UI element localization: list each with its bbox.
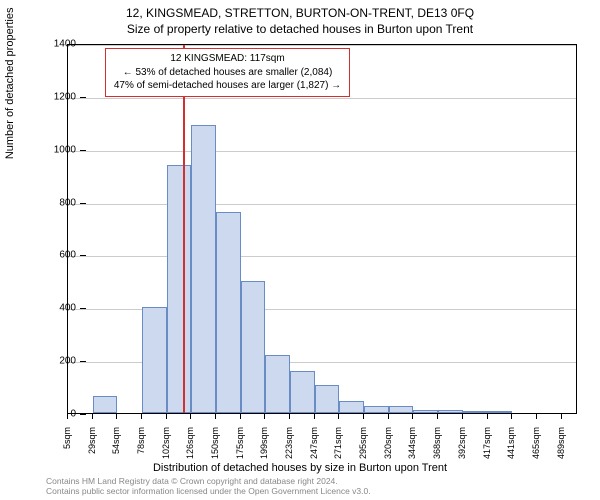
- y-tick: [80, 150, 86, 151]
- grid-line: [68, 256, 576, 257]
- x-tick: [141, 414, 142, 419]
- histogram-bar: [438, 410, 463, 413]
- x-tick: [536, 414, 537, 419]
- histogram-bar: [216, 212, 241, 413]
- y-tick: [80, 361, 86, 362]
- histogram-bar: [463, 411, 488, 413]
- histogram-bar: [93, 396, 118, 413]
- property-marker-line: [183, 45, 185, 413]
- y-tick-label: 400: [59, 303, 76, 314]
- x-tick: [437, 414, 438, 419]
- histogram-bar: [191, 125, 216, 413]
- y-tick-label: 200: [59, 356, 76, 367]
- credits: Contains HM Land Registry data © Crown c…: [46, 476, 371, 496]
- info-box-line3: 47% of semi-detached houses are larger (…: [112, 79, 343, 93]
- y-tick: [80, 308, 86, 309]
- x-tick-label: 417sqm: [482, 427, 492, 467]
- x-tick-label: 5sqm: [62, 427, 72, 467]
- x-tick: [240, 414, 241, 419]
- credits-line1: Contains HM Land Registry data © Crown c…: [46, 476, 371, 486]
- chart-title-description: Size of property relative to detached ho…: [0, 20, 600, 36]
- x-tick: [561, 414, 562, 419]
- histogram-bar: [389, 406, 414, 413]
- x-tick-label: 489sqm: [556, 427, 566, 467]
- x-tick: [67, 414, 68, 419]
- y-tick-label: 1400: [54, 39, 76, 50]
- y-tick-label: 0: [70, 409, 76, 420]
- grid-line: [68, 98, 576, 99]
- histogram-bar: [488, 411, 513, 413]
- x-tick-label: 150sqm: [210, 427, 220, 467]
- x-tick: [388, 414, 389, 419]
- y-tick: [80, 255, 86, 256]
- x-tick: [190, 414, 191, 419]
- chart-title-address: 12, KINGSMEAD, STRETTON, BURTON-ON-TRENT…: [0, 0, 600, 20]
- histogram-bar: [364, 406, 389, 413]
- x-tick: [264, 414, 265, 419]
- y-axis-title: Number of detached properties: [4, 8, 16, 160]
- histogram-bar: [241, 281, 266, 413]
- property-info-box: 12 KINGSMEAD: 117sqm ← 53% of detached h…: [105, 48, 350, 97]
- credits-line2: Contains public sector information licen…: [46, 486, 371, 496]
- y-tick-label: 800: [59, 197, 76, 208]
- x-tick-label: 29sqm: [87, 427, 97, 467]
- grid-line: [68, 151, 576, 152]
- y-tick: [80, 414, 86, 415]
- y-tick: [80, 44, 86, 45]
- y-tick: [80, 203, 86, 204]
- x-tick-label: 441sqm: [506, 427, 516, 467]
- x-tick: [166, 414, 167, 419]
- y-tick-label: 600: [59, 250, 76, 261]
- histogram-bar: [315, 385, 340, 413]
- x-tick: [289, 414, 290, 419]
- x-tick: [314, 414, 315, 419]
- histogram-bar: [142, 307, 167, 413]
- y-tick-label: 1200: [54, 91, 76, 102]
- x-tick-label: 126sqm: [185, 427, 195, 467]
- x-tick: [116, 414, 117, 419]
- x-tick: [92, 414, 93, 419]
- histogram-bar: [413, 410, 438, 413]
- x-tick-label: 344sqm: [407, 427, 417, 467]
- x-tick-label: 320sqm: [383, 427, 393, 467]
- x-tick: [363, 414, 364, 419]
- x-tick: [412, 414, 413, 419]
- x-tick-label: 199sqm: [259, 427, 269, 467]
- info-box-line2: ← 53% of detached houses are smaller (2,…: [112, 66, 343, 80]
- y-tick-label: 1000: [54, 144, 76, 155]
- grid-line: [68, 204, 576, 205]
- x-tick-label: 54sqm: [111, 427, 121, 467]
- x-tick: [487, 414, 488, 419]
- x-tick-label: 465sqm: [531, 427, 541, 467]
- x-tick-label: 271sqm: [333, 427, 343, 467]
- x-tick: [215, 414, 216, 419]
- x-tick-label: 102sqm: [161, 427, 171, 467]
- x-tick-label: 392sqm: [457, 427, 467, 467]
- histogram-bar: [290, 371, 315, 413]
- y-tick: [80, 97, 86, 98]
- histogram-bar: [265, 355, 290, 413]
- x-tick-label: 368sqm: [432, 427, 442, 467]
- x-tick-label: 295sqm: [358, 427, 368, 467]
- x-tick: [511, 414, 512, 419]
- histogram-plot-area: [67, 44, 577, 414]
- x-tick: [338, 414, 339, 419]
- x-tick: [462, 414, 463, 419]
- histogram-bar: [339, 401, 364, 413]
- grid-line: [68, 45, 576, 46]
- x-tick-label: 175sqm: [235, 427, 245, 467]
- info-box-line1: 12 KINGSMEAD: 117sqm: [112, 52, 343, 66]
- histogram-bar: [167, 165, 192, 413]
- x-tick-label: 78sqm: [136, 427, 146, 467]
- x-tick-label: 223sqm: [284, 427, 294, 467]
- x-tick-label: 247sqm: [309, 427, 319, 467]
